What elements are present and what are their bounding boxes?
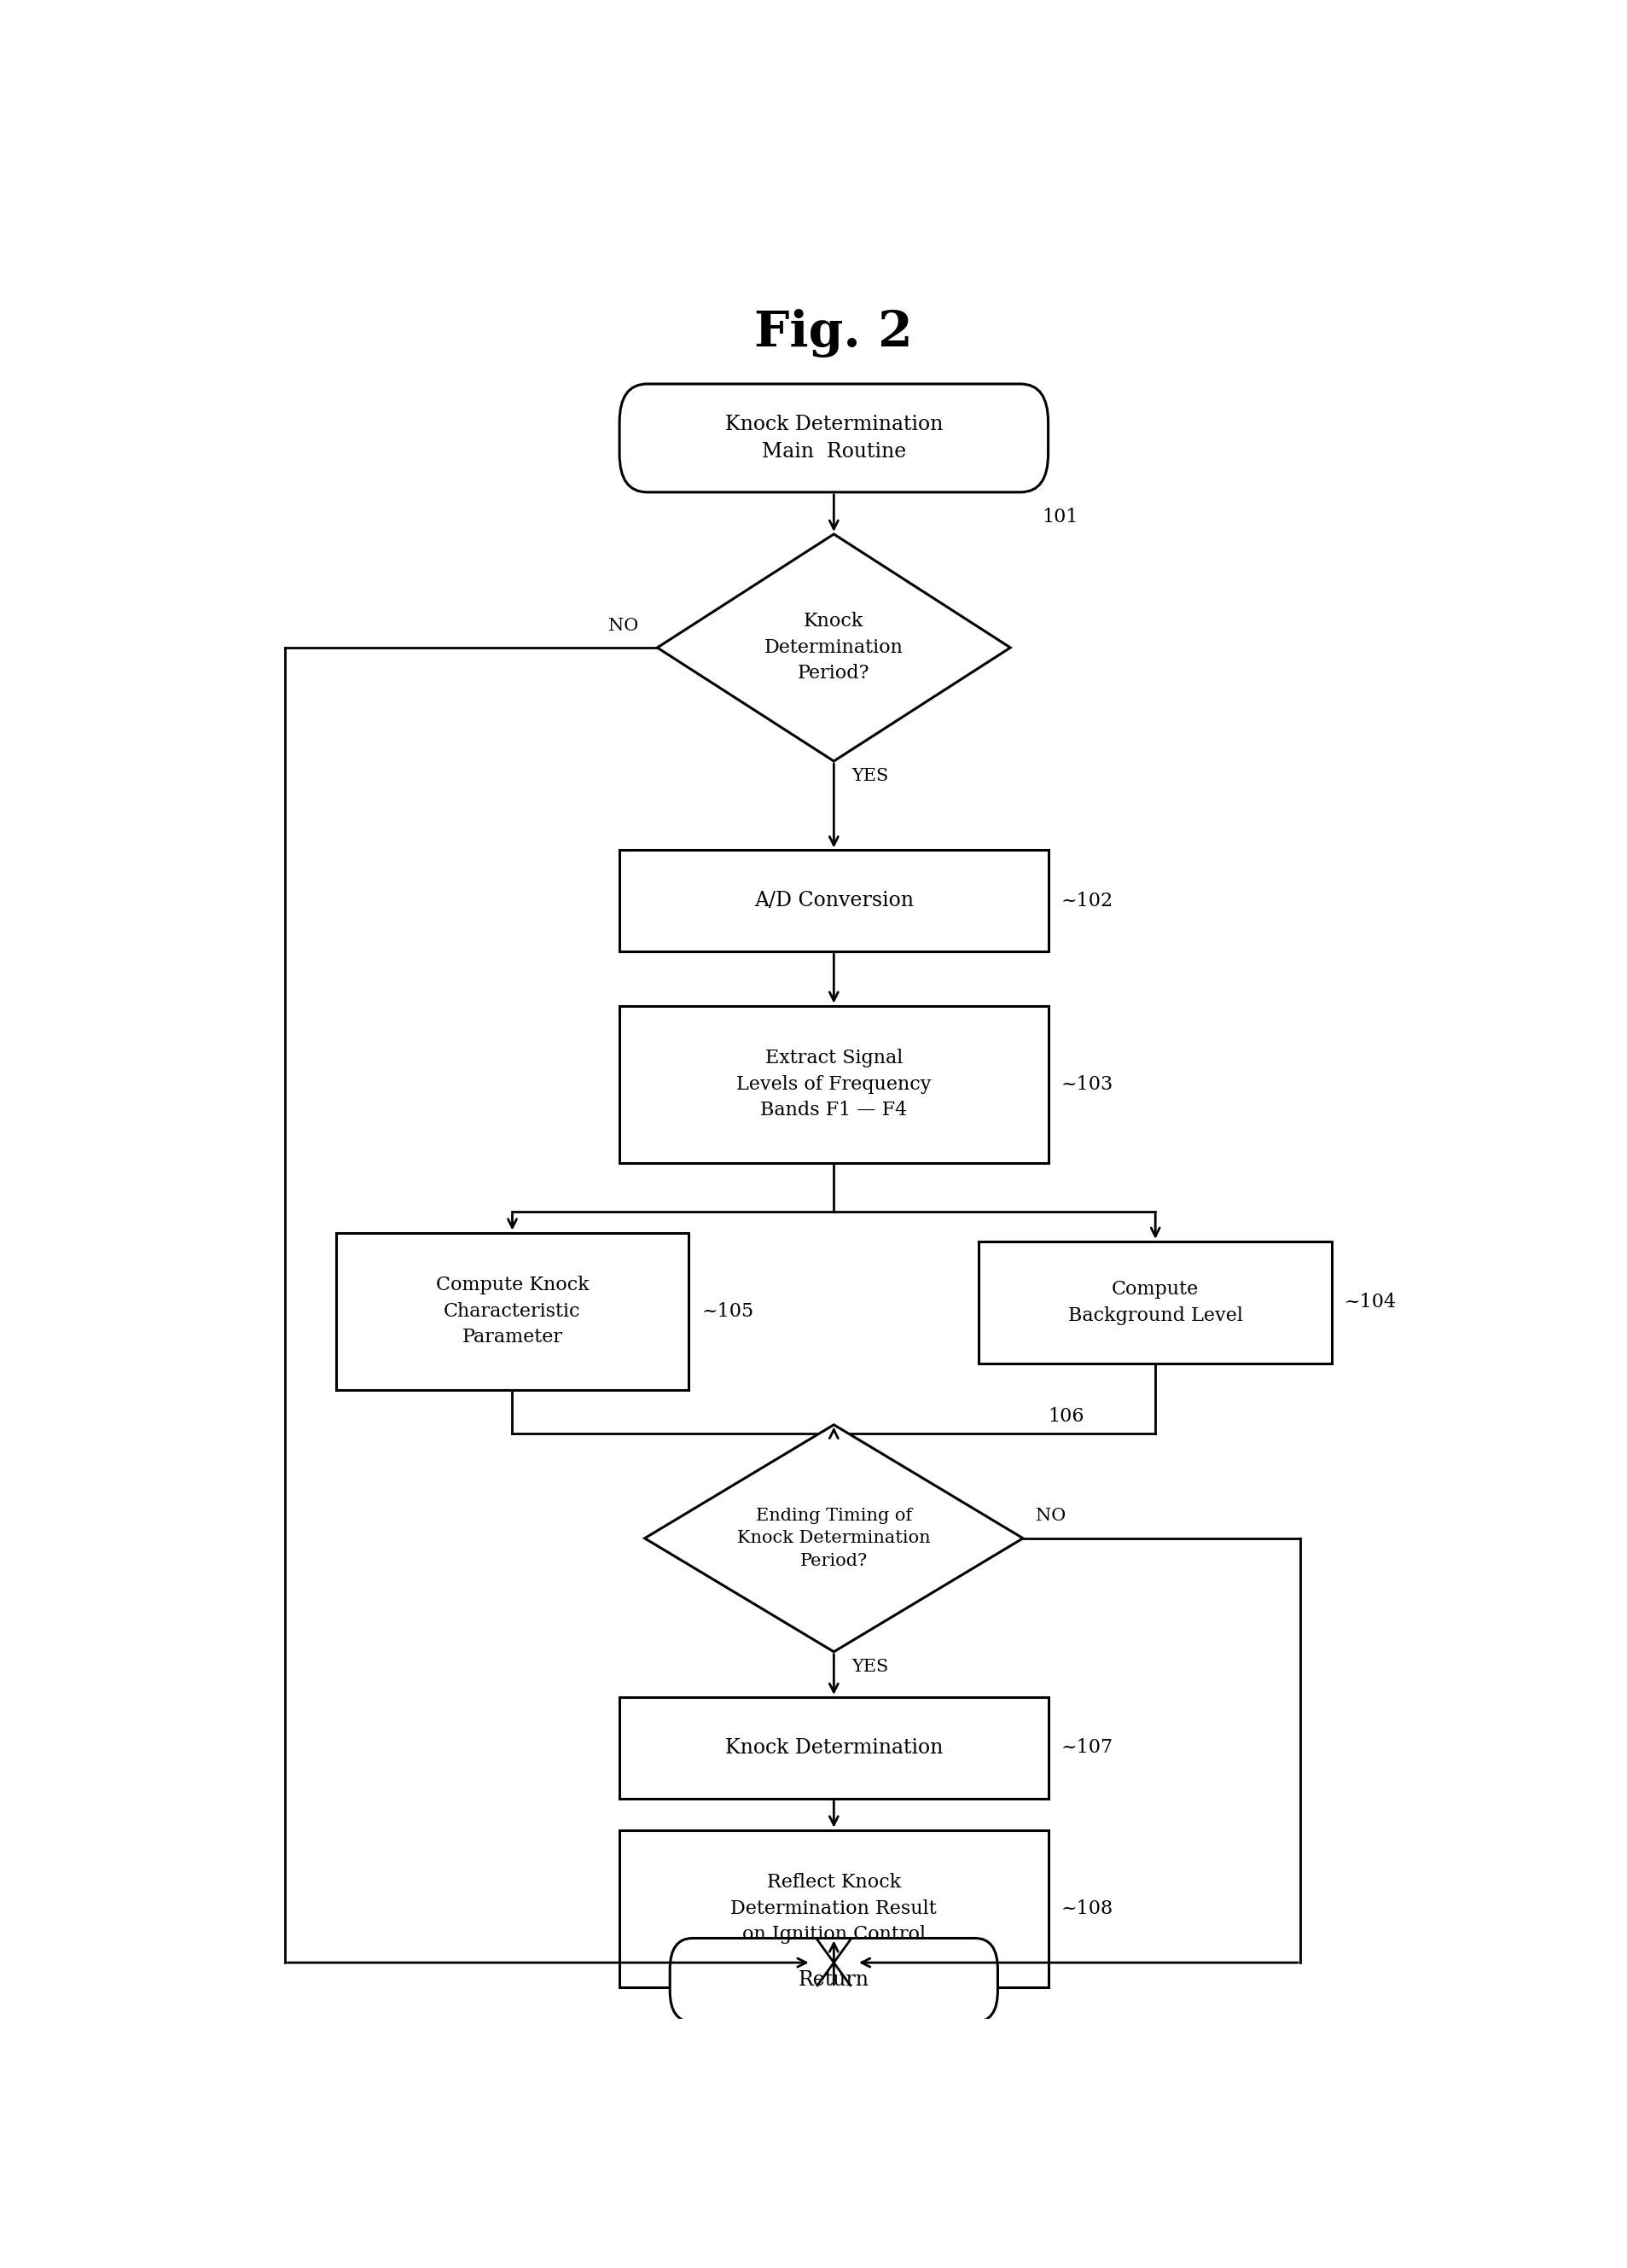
Text: ~105: ~105	[701, 1302, 753, 1320]
FancyBboxPatch shape	[979, 1241, 1333, 1363]
Text: Reflect Knock
Determination Result
on Ignition Control: Reflect Knock Determination Result on Ig…	[731, 1873, 937, 1944]
Text: NO: NO	[608, 617, 638, 633]
FancyBboxPatch shape	[620, 1005, 1048, 1163]
Text: NO: NO	[1035, 1508, 1066, 1524]
Polygon shape	[644, 1424, 1023, 1651]
FancyBboxPatch shape	[620, 1696, 1048, 1799]
Text: Knock Determination: Knock Determination	[726, 1737, 942, 1758]
Text: ~108: ~108	[1061, 1898, 1113, 1919]
Text: A/D Conversion: A/D Conversion	[753, 891, 914, 912]
Text: YES: YES	[851, 769, 888, 785]
FancyBboxPatch shape	[620, 850, 1048, 953]
Text: ~104: ~104	[1344, 1293, 1396, 1311]
Text: ~107: ~107	[1061, 1740, 1113, 1758]
Polygon shape	[657, 533, 1010, 762]
FancyBboxPatch shape	[335, 1232, 688, 1390]
Text: YES: YES	[851, 1658, 888, 1676]
FancyBboxPatch shape	[620, 383, 1048, 492]
Text: ~103: ~103	[1061, 1075, 1113, 1093]
Text: Fig. 2: Fig. 2	[755, 308, 913, 358]
FancyBboxPatch shape	[620, 1830, 1048, 1987]
Text: 106: 106	[1048, 1406, 1085, 1427]
Text: Extract Signal
Levels of Frequency
Bands F1 — F4: Extract Signal Levels of Frequency Bands…	[737, 1048, 931, 1120]
Text: Knock
Determination
Period?: Knock Determination Period?	[765, 612, 903, 683]
Text: Knock Determination
Main  Routine: Knock Determination Main Routine	[726, 415, 942, 460]
Text: Return: Return	[799, 1971, 869, 1989]
FancyBboxPatch shape	[670, 1939, 997, 2023]
Text: ~102: ~102	[1061, 891, 1113, 909]
Text: Compute Knock
Characteristic
Parameter: Compute Knock Characteristic Parameter	[436, 1277, 589, 1347]
Text: 101: 101	[1041, 508, 1079, 526]
Text: Compute
Background Level: Compute Background Level	[1067, 1279, 1243, 1325]
Text: Ending Timing of
Knock Determination
Period?: Ending Timing of Knock Determination Per…	[737, 1508, 931, 1569]
